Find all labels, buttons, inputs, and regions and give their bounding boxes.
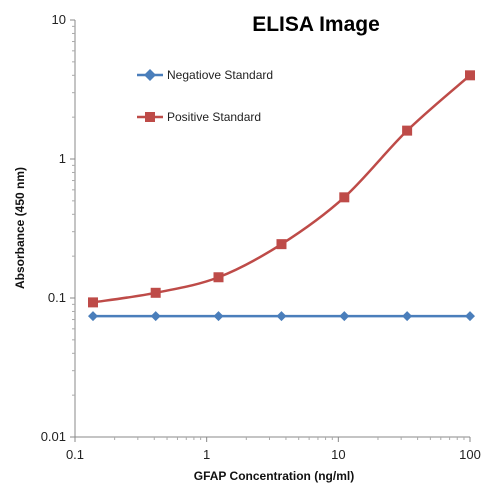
data-point-square <box>213 272 224 283</box>
y-axis-title: Absorbance (450 nm) <box>13 167 27 289</box>
data-point-square <box>88 297 99 308</box>
data-point-diamond <box>465 311 475 322</box>
data-point-square <box>276 239 287 250</box>
data-point-diamond <box>276 311 287 322</box>
y-tick-label: 0.01 <box>41 429 66 444</box>
data-point-square <box>465 70 475 81</box>
y-tick-label: 0.1 <box>48 290 66 305</box>
data-point-square <box>402 125 413 136</box>
legend-label-negative: Negatiove Standard <box>167 68 273 82</box>
data-point-diamond <box>402 311 413 322</box>
x-tick-label: 10 <box>331 447 345 462</box>
y-tick-label: 10 <box>52 12 66 27</box>
chart-title: ELISA Image <box>252 13 380 36</box>
series-negative <box>88 311 475 322</box>
legend-marker-diamond <box>144 69 156 81</box>
data-point-diamond <box>88 311 99 322</box>
legend-marker-square <box>145 112 155 122</box>
data-point-square <box>150 287 161 298</box>
series-layer <box>88 70 475 322</box>
data-point-diamond <box>213 311 224 322</box>
legend-label-positive: Positive Standard <box>167 110 261 124</box>
legend: Negatiove Standard Positive Standard <box>137 68 273 124</box>
series-positive <box>88 70 475 308</box>
legend-item-negative: Negatiove Standard <box>137 68 273 82</box>
legend-item-positive: Positive Standard <box>137 110 261 124</box>
data-point-diamond <box>150 311 161 322</box>
data-point-square <box>339 192 350 203</box>
x-axis-ticks: 0.1 1 10 100 <box>66 437 481 462</box>
data-point-diamond <box>339 311 350 322</box>
x-tick-label: 100 <box>459 447 481 462</box>
x-axis-title: GFAP Concentration (ng/ml) <box>194 469 354 483</box>
y-axis-ticks: 0.01 0.1 1 10 <box>41 12 75 444</box>
x-tick-label: 1 <box>203 447 210 462</box>
x-tick-label: 0.1 <box>66 447 84 462</box>
y-tick-label: 1 <box>59 151 66 166</box>
axes <box>74 20 470 438</box>
